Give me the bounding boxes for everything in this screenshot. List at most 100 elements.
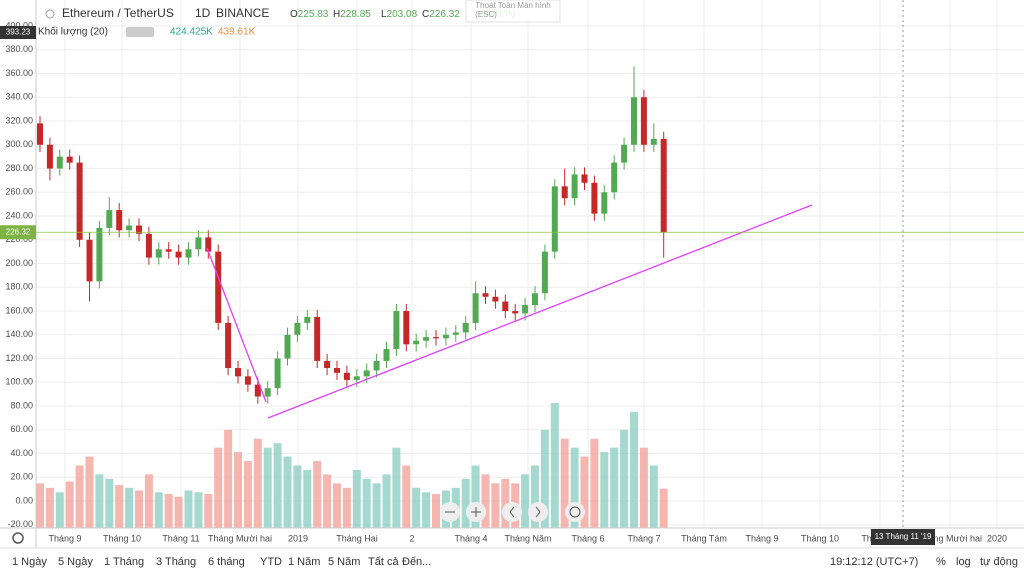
range-button[interactable]: YTD [260,556,282,568]
candle-body [452,332,459,335]
volume-bar [224,429,233,528]
symbol: Ethereum / TetherUS [62,6,174,20]
candle-body [195,237,202,250]
volume-bar [501,478,510,528]
y-tick-label: 40.00 [10,448,33,458]
candle-body [136,225,142,234]
trend-line[interactable] [206,247,267,403]
candle-body [274,358,281,389]
y-tick-label: 260.00 [5,187,33,197]
candle-body [522,305,529,314]
candle-body [76,162,83,240]
range-button[interactable]: 1 Năm [288,556,320,568]
range-button[interactable]: 5 Năm [328,556,360,568]
trend-line[interactable] [267,204,813,419]
volume-bar [630,411,638,528]
candle-body [383,349,390,361]
candle-body [393,311,400,350]
candle-body [244,376,251,385]
candle-body [581,174,588,183]
candle-body [433,337,439,339]
last-price-box [0,225,36,240]
candle-body [116,210,123,231]
candle-body [462,322,469,333]
zoom-buttons [440,502,585,522]
candle-body [621,144,628,163]
volume-bar [95,474,104,528]
settings-icon[interactable] [12,532,24,544]
reset[interactable] [565,502,585,522]
range-button[interactable]: 1 Tháng [104,556,144,568]
y-tick-label: 380.00 [5,44,33,54]
x-tick-label: Tháng 11 [162,533,199,543]
candle-body [254,384,261,397]
candle-body [37,123,43,145]
scroll-left[interactable] [502,502,522,522]
volume-bar [125,487,134,528]
y-tick-label: 20.00 [10,472,33,482]
candle-body [96,227,103,282]
scale-button[interactable]: % [936,556,946,568]
volume-bar [144,474,153,528]
volume-bar [481,474,490,528]
candle-body [502,301,509,312]
y-tick-label: 160.00 [5,305,33,315]
y-tick-label: 340.00 [5,92,33,102]
x-tick-label: Tháng 9 [48,533,81,543]
symbol-icon [45,9,55,19]
icon [471,507,481,517]
ohlc-item: H228.85 [333,9,371,20]
y-tick-label: -20.00 [7,519,33,529]
volume-bar [352,469,361,528]
candle-body [660,138,667,233]
crosshair-price: 393.23 [6,28,31,37]
candle-body [185,249,192,258]
volume-bar [362,478,371,528]
y-tick-label: 300.00 [5,139,33,149]
volume-bar [521,474,530,528]
volume-bar [323,474,332,528]
last-price-label: 226.32 [6,227,31,236]
x-tick-label: Tháng Tám [681,533,727,543]
candle-body [284,334,291,359]
range-button[interactable]: 3 Tháng [156,556,196,568]
ohlc-value: 228.85 [340,9,371,20]
volume-bar [105,478,114,528]
volume-bar [164,494,173,528]
candle-body [353,376,360,380]
volume-bar [184,490,193,528]
candle-body [56,156,63,169]
range-button[interactable]: 6 tháng [208,556,245,568]
volume-bar [580,456,589,528]
candle-body [601,192,608,214]
scale-button[interactable]: tự động [980,556,1018,568]
volume-bar [342,487,351,528]
goto-button[interactable]: Đến... [402,556,431,568]
volume-bar [214,447,223,528]
volume-bar [412,487,421,528]
candle-body [423,337,430,341]
ohlc-letter: H [333,9,340,20]
volume-bar [461,478,470,528]
scale-button[interactable]: log [956,556,971,568]
volume-bar [243,461,252,528]
range-button[interactable]: 5 Ngày [58,556,93,568]
volume-bar [234,452,242,528]
ohlc-letter: L [381,9,387,20]
volume-bar [273,443,282,528]
volume-bar [372,483,381,528]
candle-body [343,372,350,380]
x-tick-label: Tháng 10 [801,533,839,543]
candle-body [165,249,172,252]
indicator-icons[interactable] [126,27,154,37]
x-tick-label: Tháng 6 [571,533,604,543]
y-tick-label: 120.00 [5,353,33,363]
range-button[interactable]: 1 Ngày [12,556,47,568]
ohlc-item: O225.83 [290,9,329,20]
candle-body [591,182,598,214]
volume-bar [550,403,559,528]
candle-body [413,340,420,345]
range-button[interactable]: Tất cả [368,556,399,568]
time-label-box [871,529,935,545]
scroll-right[interactable] [528,502,548,522]
